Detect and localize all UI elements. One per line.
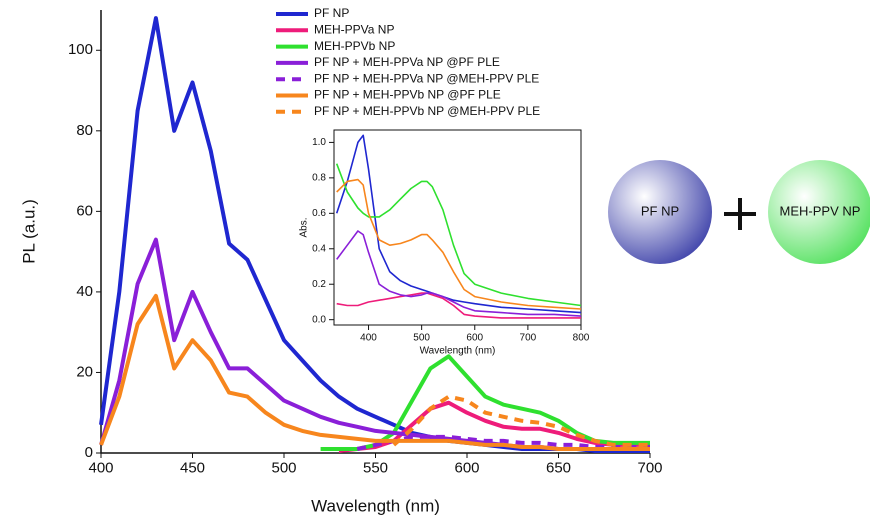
y-axis-label: Abs. (299, 217, 310, 237)
x-tick-label: 600 (466, 333, 483, 344)
y-tick-label: 0.0 (312, 314, 326, 325)
data-line (392, 394, 650, 447)
data-line (336, 178, 582, 310)
x-tick-label: 550 (363, 459, 388, 476)
legend-label: PF NP + MEH-PPVa NP @MEH-PPV PLE (314, 71, 539, 85)
sphere-label: PF NP (641, 203, 679, 218)
y-tick-label: 40 (76, 283, 93, 300)
pf-np-sphere (608, 160, 712, 264)
sphere-label: MEH-PPV NP (780, 203, 861, 218)
y-tick-label: 0.8 (312, 173, 326, 184)
data-line (336, 292, 581, 319)
y-tick-label: 100 (68, 41, 93, 58)
data-line (320, 354, 650, 451)
axis (333, 129, 582, 326)
x-tick-label: 400 (360, 333, 377, 344)
y-tick-label: 0.6 (312, 208, 326, 219)
y-axis-label: PL (a.u.) (19, 199, 38, 264)
x-tick-label: 450 (180, 459, 205, 476)
legend-label: MEH-PPVb NP (314, 39, 395, 53)
x-tick-label: 650 (546, 459, 571, 476)
x-tick-label: 700 (637, 459, 662, 476)
data-line (335, 134, 582, 314)
data-line (336, 230, 582, 317)
y-tick-label: 60 (76, 202, 93, 219)
y-tick-label: 20 (76, 363, 93, 380)
x-tick-label: 800 (573, 333, 590, 344)
data-line (335, 163, 582, 307)
y-tick-label: 80 (76, 122, 93, 139)
legend-label: PF NP + MEH-PPVa NP @PF PLE (314, 55, 500, 69)
x-tick-label: 500 (271, 459, 296, 476)
legend-label: PF NP + MEH-PPVb NP @PF PLE (314, 88, 501, 102)
plus-sign (724, 198, 756, 230)
y-tick-label: 0 (85, 444, 93, 461)
x-tick-label: 700 (520, 333, 537, 344)
x-axis-label: Wavelength (nm) (420, 346, 496, 357)
data-line (99, 293, 650, 451)
x-tick-label: 400 (88, 459, 113, 476)
legend-label: MEH-PPVa NP (314, 22, 394, 36)
x-axis-label: Wavelength (nm) (311, 496, 440, 515)
y-tick-label: 0.4 (312, 243, 326, 254)
x-tick-label: 500 (413, 333, 430, 344)
y-tick-label: 1.0 (312, 137, 326, 148)
meh-ppv-np-sphere (768, 160, 870, 264)
x-tick-label: 600 (454, 459, 479, 476)
y-tick-label: 0.2 (312, 279, 326, 290)
legend-label: PF NP (314, 6, 349, 20)
legend-label: PF NP + MEH-PPVb NP @MEH-PPV PLE (314, 104, 540, 118)
